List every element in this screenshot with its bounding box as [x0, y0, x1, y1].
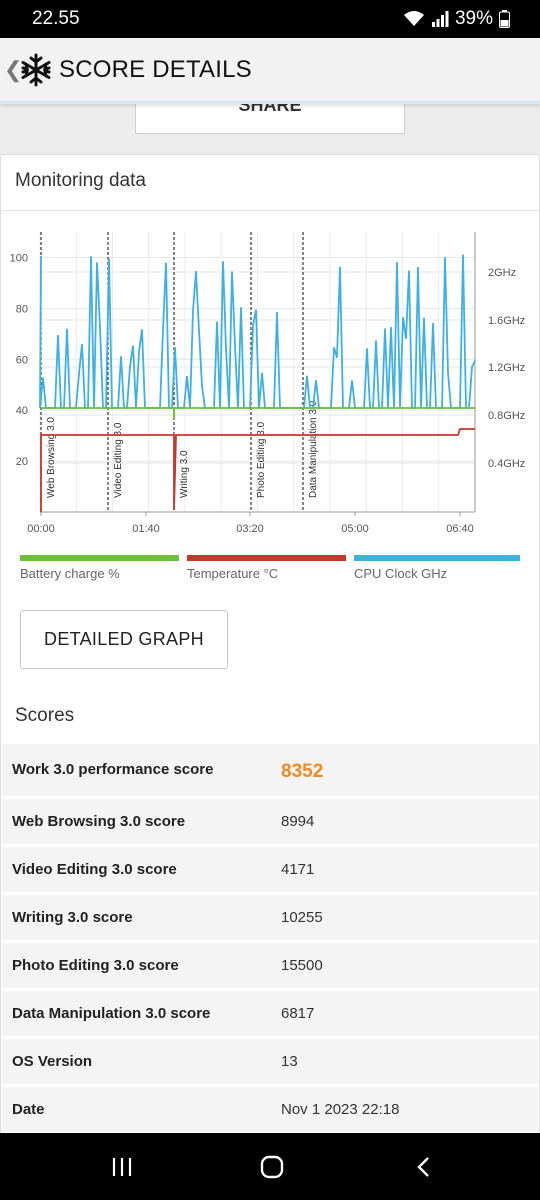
home-icon[interactable]	[232, 1133, 312, 1200]
x-tick-label: 06:40	[446, 523, 474, 535]
score-label: Date	[12, 1101, 45, 1118]
score-value: 15500	[281, 957, 323, 974]
legend-temperature: Temperature °C	[187, 555, 346, 587]
monitoring-title: Monitoring data	[15, 170, 146, 191]
score-label: Web Browsing 3.0 score	[12, 813, 186, 830]
battery-icon	[499, 10, 510, 28]
legend-temperature-swatch	[187, 555, 346, 561]
scores-table: Work 3.0 performance score 8352 Web Brow…	[2, 744, 538, 1135]
right-tick-label: 1.6GHz	[488, 315, 525, 327]
score-label: Photo Editing 3.0 score	[12, 957, 179, 974]
detailed-graph-button[interactable]: DETAILED GRAPH	[20, 610, 228, 669]
x-tick-label: 01:40	[132, 523, 160, 535]
recents-icon[interactable]	[82, 1133, 162, 1200]
section-label: Data Manipulation 3.0	[308, 400, 319, 498]
score-row: OS Version 13	[2, 1039, 538, 1087]
legend-cpu: CPU Clock GHz	[354, 555, 520, 587]
legend-battery: Battery charge %	[20, 555, 179, 587]
section-label: Web Browsing 3.0	[46, 417, 57, 498]
legend-cpu-swatch	[354, 555, 520, 561]
section-label: Video Editing 3.0	[113, 422, 124, 498]
left-tick-label: 40	[16, 405, 28, 417]
wifi-icon	[403, 10, 425, 28]
left-tick-label: 80	[16, 303, 28, 315]
score-value: 8994	[281, 813, 315, 830]
system-nav-bar	[0, 1133, 540, 1200]
score-label: Video Editing 3.0 score	[12, 861, 177, 878]
score-row: Video Editing 3.0 score 4171	[2, 847, 538, 895]
score-row: Photo Editing 3.0 score 15500	[2, 943, 538, 991]
legend-cpu-label: CPU Clock GHz	[354, 566, 448, 581]
score-row: Web Browsing 3.0 score 8994	[2, 799, 538, 847]
score-row: Date Nov 1 2023 22:18	[2, 1087, 538, 1135]
score-label: Writing 3.0 score	[12, 909, 133, 926]
right-tick-label: 2GHz	[488, 267, 516, 279]
right-tick-label: 0.8GHz	[488, 410, 525, 422]
score-label: Work 3.0 performance score	[12, 761, 214, 778]
right-tick-label: 0.4GHz	[488, 458, 525, 470]
score-label: Data Manipulation 3.0 score	[12, 1005, 211, 1022]
status-icons: 39%	[403, 8, 510, 30]
right-tick-label: 1.2GHz	[488, 362, 525, 374]
left-tick-label: 60	[16, 354, 28, 366]
score-row: Writing 3.0 score 10255	[2, 895, 538, 943]
cpu-clock-line	[39, 254, 476, 409]
score-value: 6817	[281, 1005, 315, 1022]
status-bar: 22.55 39%	[0, 0, 540, 38]
score-value: 10255	[281, 909, 323, 926]
score-value: Nov 1 2023 22:18	[281, 1101, 400, 1118]
legend-battery-label: Battery charge %	[20, 566, 120, 581]
status-time: 22.55	[32, 8, 80, 29]
score-row: Data Manipulation 3.0 score 6817	[2, 991, 538, 1039]
x-tick-label: 00:00	[27, 523, 55, 535]
signal-icon	[431, 10, 449, 28]
snowflake-icon	[18, 52, 54, 88]
x-tick-label: 05:00	[341, 523, 369, 535]
score-value: 8352	[281, 761, 324, 782]
score-label: OS Version	[12, 1053, 93, 1070]
score-value: 4171	[281, 861, 315, 878]
section-label: Writing 3.0	[179, 450, 190, 498]
scores-title: Scores	[15, 705, 75, 726]
back-icon[interactable]	[384, 1133, 464, 1200]
app-bar: ❮ SCORE DETAILS	[0, 38, 540, 104]
x-tick-label: 03:20	[236, 523, 264, 535]
left-tick-label: 20	[16, 456, 28, 468]
score-row: Work 3.0 performance score 8352	[2, 744, 538, 799]
page-title: SCORE DETAILS	[59, 55, 252, 83]
temperature-line	[40, 428, 475, 512]
legend-temperature-label: Temperature °C	[187, 566, 279, 581]
monitoring-chart: 100 80 60 40 20 2GHz 1.6GHz 1.2GHz 0.8GHz 0.4GHz 0…	[10, 232, 525, 535]
chevron-left-icon[interactable]: ❮	[4, 56, 23, 82]
score-value: 13	[281, 1053, 298, 1070]
left-tick-label: 100	[10, 252, 28, 264]
legend-battery-swatch	[20, 555, 179, 561]
section-label: Photo Editing 3.0	[256, 421, 267, 498]
divider	[0, 210, 540, 211]
battery-percent: 39%	[454, 8, 493, 29]
